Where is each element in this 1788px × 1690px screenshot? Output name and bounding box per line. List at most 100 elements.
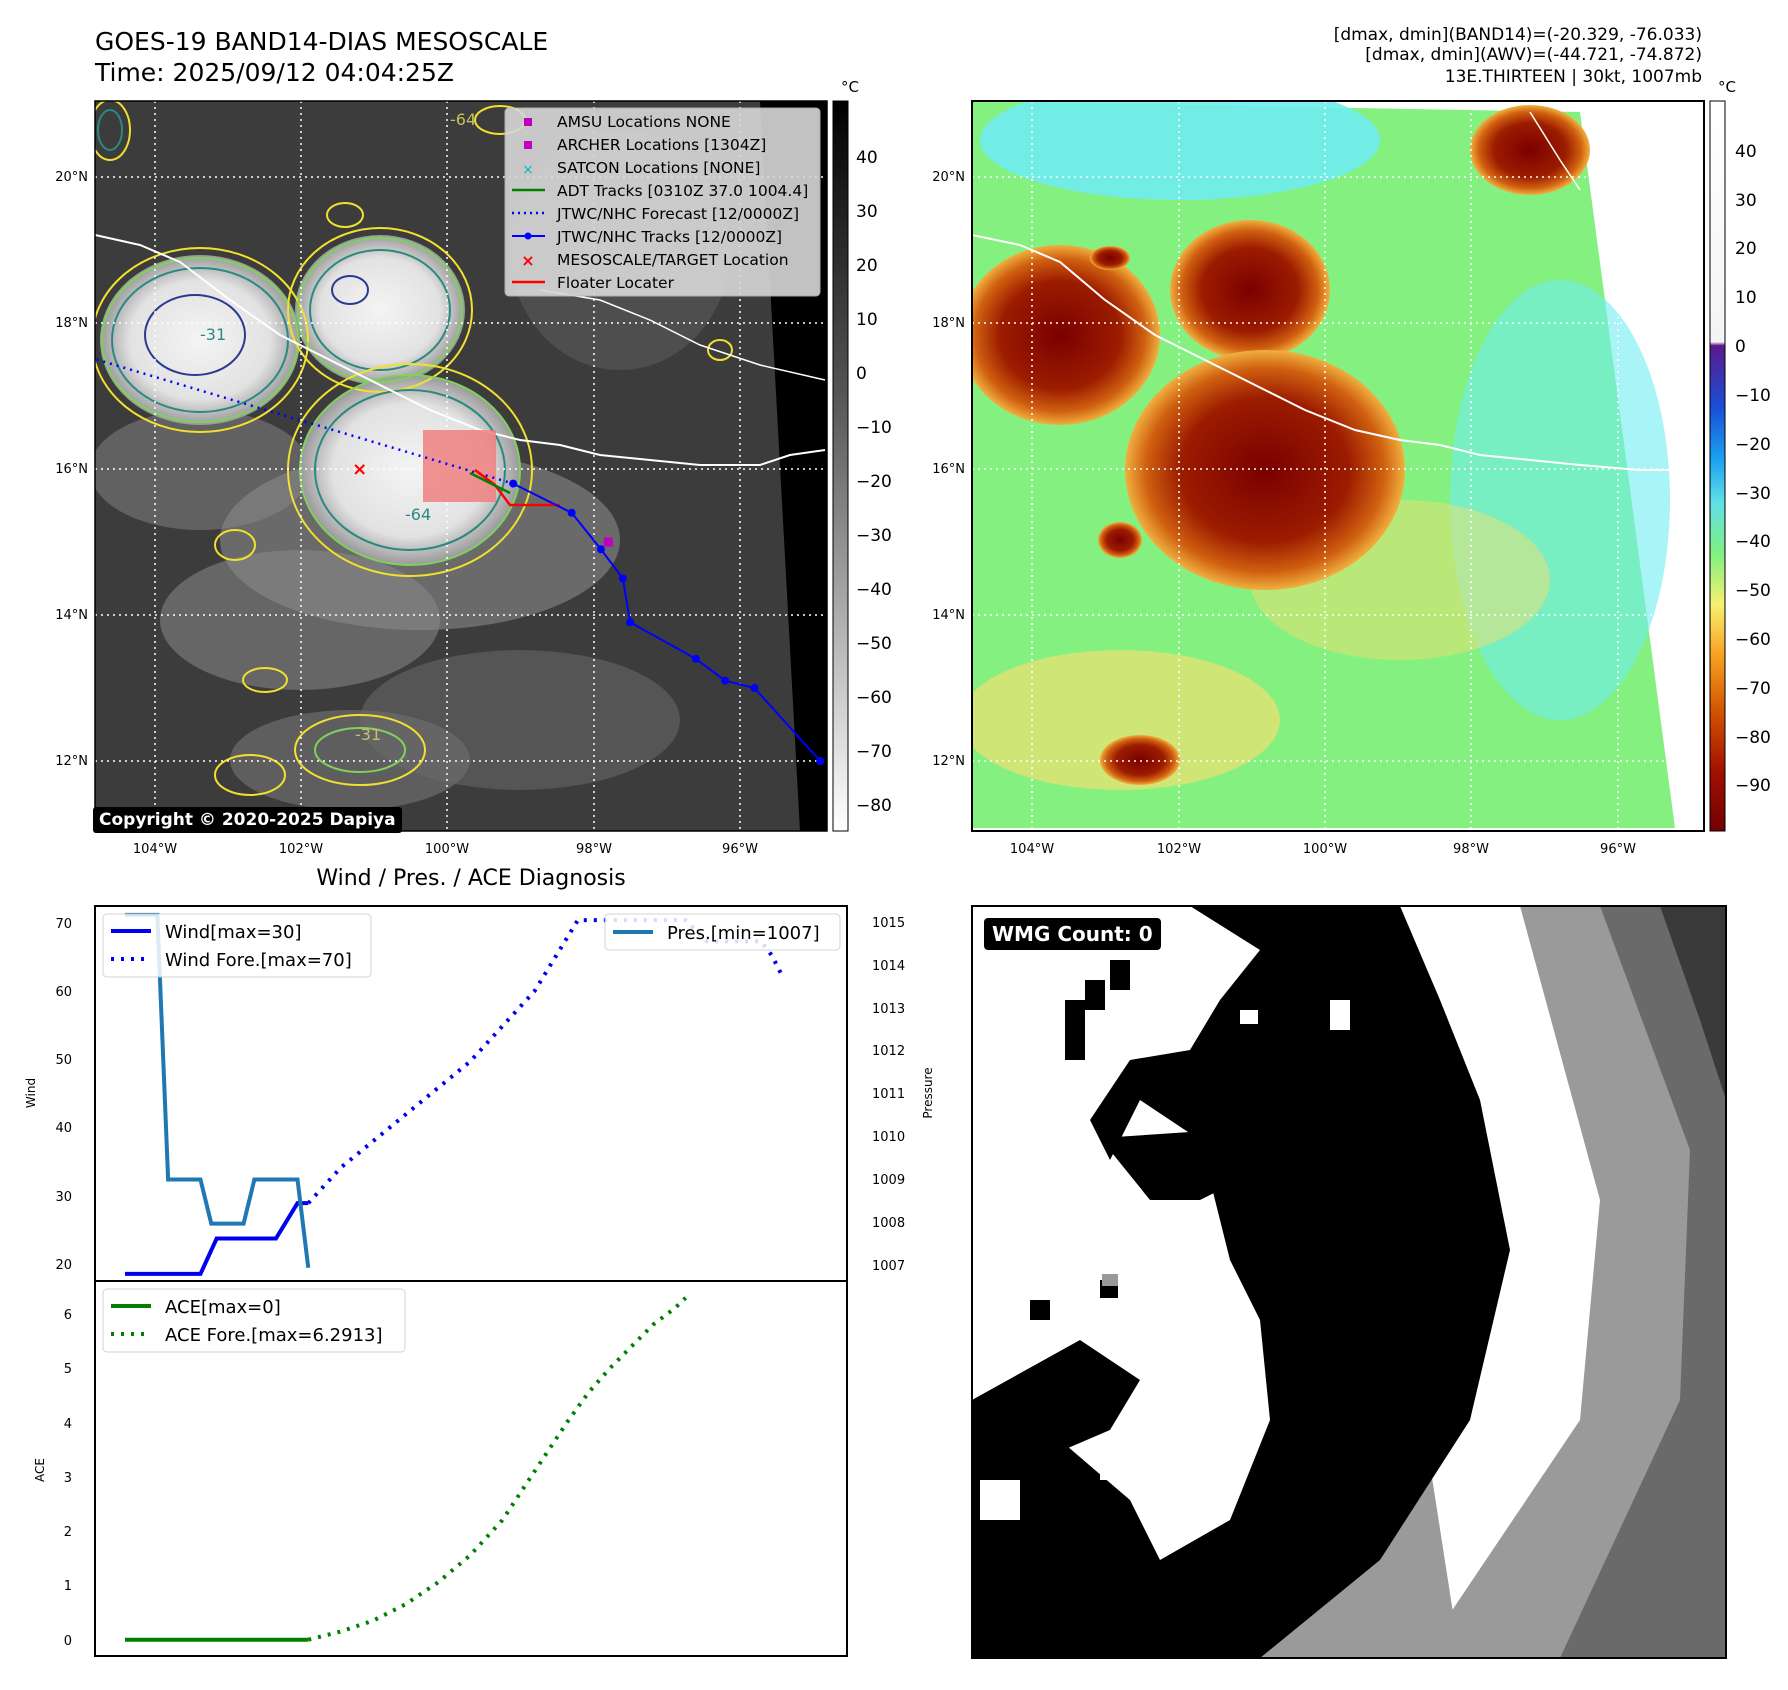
lon-label: 104°W: [133, 842, 177, 857]
wind-ytick: 60: [55, 985, 72, 1000]
colorbar-tick: 0: [856, 364, 867, 384]
pressure-tick: 1015: [872, 916, 905, 931]
colorbar-tick: 40: [1735, 142, 1757, 162]
wmg-count-badge: WMG Count: 0: [984, 918, 1161, 950]
wind-yticks: 70 60 50 40 30 20: [55, 917, 72, 1273]
colorbar-tick: −40: [1735, 532, 1771, 552]
target-marker: ×: [352, 459, 367, 480]
lat-label: 16°N: [55, 462, 88, 477]
wind-ytick: 30: [55, 1190, 72, 1205]
legend-amsu: AMSU Locations NONE: [557, 113, 731, 131]
colorbar-unit: °C: [1718, 78, 1736, 96]
lon-label: 102°W: [1157, 842, 1201, 857]
track-point: [509, 479, 518, 488]
colorbar-tick: −40: [856, 580, 892, 600]
pressure-legend: Pres.[min=1007]: [604, 913, 841, 951]
wind-legend: Wind[max=30] Wind Fore.[max=70]: [102, 913, 372, 978]
colorbar-tick: −70: [856, 742, 892, 762]
svg-text:×: ×: [522, 162, 534, 178]
awv-map-panel: [971, 100, 1705, 832]
lat-label: 18°N: [932, 316, 965, 331]
colorbar-tick: −20: [856, 472, 892, 492]
track-point: [691, 654, 700, 663]
colorbar-tick: −60: [856, 688, 892, 708]
colorbar-tick: −50: [856, 634, 892, 654]
lon-label: 104°W: [1010, 842, 1054, 857]
pressure-tick: 1012: [872, 1044, 905, 1059]
svg-text:×: ×: [521, 251, 534, 270]
colorbar-tick: 10: [1735, 288, 1757, 308]
ace-ytick: 0: [64, 1634, 72, 1649]
wind-panel-title: Wind / Pres. / ACE Diagnosis: [316, 866, 625, 891]
map-legend: × × AMSU Locations NONE ARCHER Locations…: [504, 107, 821, 297]
colorbar-tick: 40: [856, 148, 878, 168]
track-point: [596, 545, 605, 554]
floater-box: [423, 430, 496, 502]
lat-label: 20°N: [932, 170, 965, 185]
colorbar-tick: −50: [1735, 581, 1771, 601]
map2-lat-labels: 20°N 18°N 16°N 14°N 12°N: [932, 170, 965, 769]
colorbar-tick: −10: [856, 418, 892, 438]
track-point: [626, 618, 635, 627]
ace-series-line-1: [307, 1296, 688, 1642]
colorbar-tick: −90: [1735, 776, 1771, 796]
lat-label: 18°N: [55, 316, 88, 331]
colorbar-tick: −30: [856, 526, 892, 546]
colorbar-tick: −60: [1735, 630, 1771, 650]
figure-time: Time: 2025/09/12 04:04:25Z: [94, 58, 454, 87]
wind-ytick: 20: [55, 1258, 72, 1273]
legend-target: MESOSCALE/TARGET Location: [557, 251, 789, 269]
map1-lon-labels: 104°W 102°W 100°W 98°W 96°W: [133, 842, 758, 857]
colorbar-tick: −20: [1735, 435, 1771, 455]
wind-series-line-2: [125, 912, 311, 1269]
pressure-tick: 1008: [872, 1216, 905, 1231]
ace-ytick: 5: [64, 1362, 72, 1377]
lon-label: 96°W: [722, 842, 758, 857]
track-point: [816, 757, 825, 765]
wind-series-line-0: [125, 1201, 309, 1276]
colorbar-tick: −30: [1735, 484, 1771, 504]
lat-label: 20°N: [55, 170, 88, 185]
lat-label: 16°N: [932, 462, 965, 477]
lat-label: 14°N: [932, 608, 965, 623]
lon-label: 100°W: [1303, 842, 1347, 857]
legend-wind-fore: Wind Fore.[max=70]: [165, 950, 352, 971]
wind-ytick: 70: [55, 917, 72, 932]
legend-ace: ACE[max=0]: [165, 1297, 281, 1318]
track-point: [618, 574, 627, 583]
wind-ytick: 40: [55, 1121, 72, 1136]
pressure-tick: 1014: [872, 959, 905, 974]
colorbar-color: °C 40 30 20 10 0 −10 −20 −30 −40 −50 −60…: [1709, 78, 1771, 832]
ace-ytick: 2: [64, 1525, 72, 1540]
stats-awv: [dmax, dmin](AWV)=(-44.721, -74.872): [1365, 45, 1702, 65]
pressure-tick: 1009: [872, 1173, 905, 1188]
track-point: [567, 508, 576, 517]
legend-floater: Floater Locater: [557, 274, 675, 292]
figure-title: GOES-19 BAND14-DIAS MESOSCALE: [95, 27, 548, 56]
wind-ylabel: Wind: [24, 1078, 38, 1108]
lon-label: 98°W: [1453, 842, 1489, 857]
colorbar-gray: °C 40 30 20 10 0 −10 −20 −30 −40 −50 −60…: [832, 78, 892, 832]
pressure-ticks: 1015 1014 1013 1012 1011 1010 1009 1008 …: [872, 916, 905, 1274]
colorbar-tick: −10: [1735, 386, 1771, 406]
track-point: [721, 676, 730, 685]
lat-label: 12°N: [932, 754, 965, 769]
legend-satcon: SATCON Locations [NONE]: [557, 159, 760, 177]
wind-ytick: 50: [55, 1053, 72, 1068]
ace-legend: ACE[max=0] ACE Fore.[max=6.2913]: [102, 1288, 406, 1353]
colorbar-unit: °C: [841, 78, 859, 96]
colorbar-tick: −80: [856, 796, 892, 816]
contour-label: -31: [355, 725, 381, 744]
pressure-tick: 1011: [872, 1087, 905, 1102]
colorbar-tick: 0: [1735, 337, 1746, 357]
colorbar-tick: −80: [1735, 728, 1771, 748]
colorbar-tick: 20: [1735, 239, 1757, 259]
legend-forecast: JTWC/NHC Forecast [12/0000Z]: [556, 205, 799, 223]
colorbar-tick: 30: [856, 202, 878, 222]
map1-lat-labels: 20°N 18°N 16°N 14°N 12°N: [55, 170, 88, 769]
ace-ytick: 1: [64, 1579, 72, 1594]
track-point: [750, 684, 759, 692]
contour-label: -64: [405, 505, 431, 524]
legend-adt: ADT Tracks [0310Z 37.0 1004.4]: [557, 182, 808, 200]
